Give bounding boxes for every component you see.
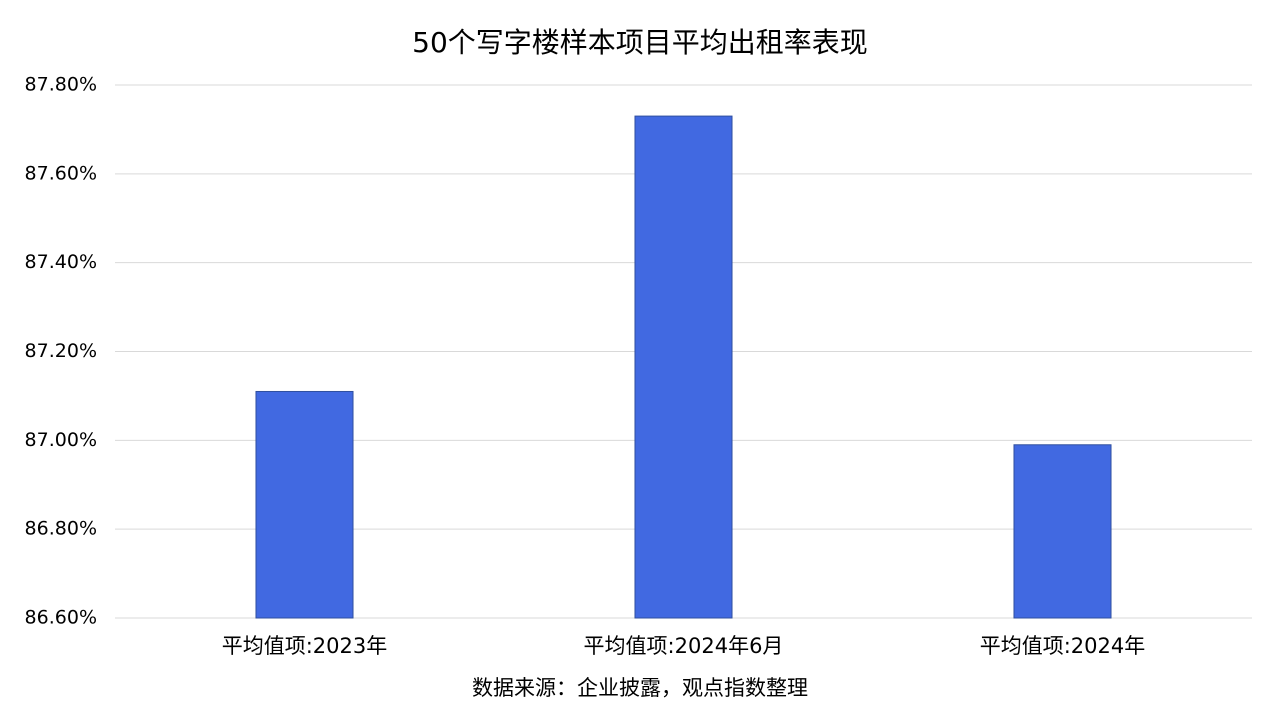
source-note: 数据来源：企业披露，观点指数整理 (472, 676, 808, 700)
y-tick-label: 86.60% (25, 607, 97, 629)
y-tick-label: 87.60% (25, 162, 97, 184)
bar (1013, 444, 1112, 619)
y-tick-label: 87.00% (25, 429, 97, 451)
y-tick-label: 86.80% (25, 518, 97, 540)
x-tick-label: 平均值项:2024年 (980, 634, 1146, 658)
x-tick-label: 平均值项:2024年6月 (584, 634, 784, 658)
x-tick-label: 平均值项:2023年 (222, 634, 388, 658)
y-tick-label: 87.20% (25, 340, 97, 362)
chart-title: 50个写字楼样本项目平均出租率表现 (412, 26, 868, 59)
bar (255, 390, 354, 619)
y-tick-label: 87.40% (25, 251, 97, 273)
y-tick-label: 87.80% (25, 74, 97, 96)
bar (634, 115, 733, 619)
